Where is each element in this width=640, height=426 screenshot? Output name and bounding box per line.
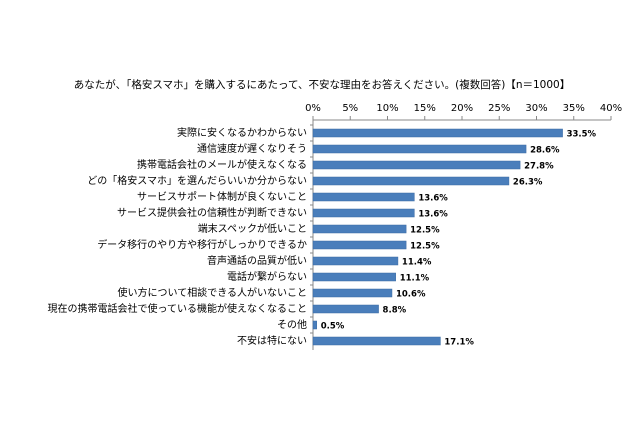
y-tick-label: 使い方について相談できる人がいないこと (118, 286, 308, 299)
value-label: 17.1% (444, 338, 474, 348)
bar (312, 272, 396, 282)
value-label: 11.4% (402, 258, 432, 268)
bar (312, 224, 407, 234)
bar (312, 336, 441, 346)
y-tick-label: 実際に安くなるかわからない (177, 126, 307, 139)
value-label: 0.5% (321, 322, 345, 332)
x-tick-label: 40% (600, 103, 622, 114)
value-label: 10.6% (396, 290, 426, 300)
y-tick-label: サービス提供会社の信頼性が判断できない (117, 206, 307, 219)
value-label: 13.6% (418, 210, 448, 220)
value-label: 13.6% (418, 194, 448, 204)
x-tick-label: 5% (342, 103, 358, 114)
y-tick-label: 電話が繋がらない (227, 270, 307, 283)
bar (312, 176, 510, 186)
x-tick-label: 20% (451, 103, 473, 114)
bar (312, 288, 393, 298)
value-label: 28.6% (530, 146, 560, 156)
bar (312, 128, 563, 138)
y-tick-label: 現在の携帯電話会社で使っている機能が使えなくなること (48, 302, 308, 315)
x-tick-label: 25% (488, 103, 510, 114)
bar (312, 304, 379, 314)
y-tick-label: サービスサポート体制が良くないこと (137, 190, 307, 203)
bar (312, 320, 317, 330)
value-label: 26.3% (513, 178, 543, 188)
y-tick-label: 音声通話の品質が低い (207, 254, 307, 267)
bar (312, 208, 415, 218)
x-tick-label: 15% (414, 103, 436, 114)
value-label: 8.8% (383, 306, 407, 316)
y-tick-label: 端末スペックが低いこと (198, 222, 307, 235)
bar (312, 256, 399, 266)
value-label: 12.5% (410, 242, 440, 252)
bar (312, 144, 527, 154)
y-tick-label: 通信速度が遅くなりそう (197, 142, 307, 155)
x-tick-label: 0% (305, 103, 321, 114)
y-tick-label: どの「格安スマホ」を選んだらいいか分からない (87, 174, 307, 187)
y-tick-label: 携帯電話会社のメールが使えなくなる (137, 158, 307, 171)
value-label: 12.5% (410, 226, 440, 236)
y-tick-label: その他 (277, 318, 307, 331)
value-label: 33.5% (567, 130, 597, 140)
y-tick-label: データ移行のやり方や移行がしっかりできるか (97, 238, 307, 251)
bar (312, 160, 521, 170)
value-label: 11.1% (400, 274, 430, 284)
chart-title: あなたが、「格安スマホ」を購入するにあたって、不安な理由をお答えください。(複数… (74, 78, 570, 91)
bar (312, 192, 415, 202)
x-tick-label: 35% (563, 103, 585, 114)
bar (312, 240, 407, 250)
x-tick-label: 30% (525, 103, 547, 114)
y-tick-label: 不安は特にない (237, 334, 307, 347)
x-tick-label: 10% (376, 103, 398, 114)
value-label: 27.8% (524, 162, 554, 172)
